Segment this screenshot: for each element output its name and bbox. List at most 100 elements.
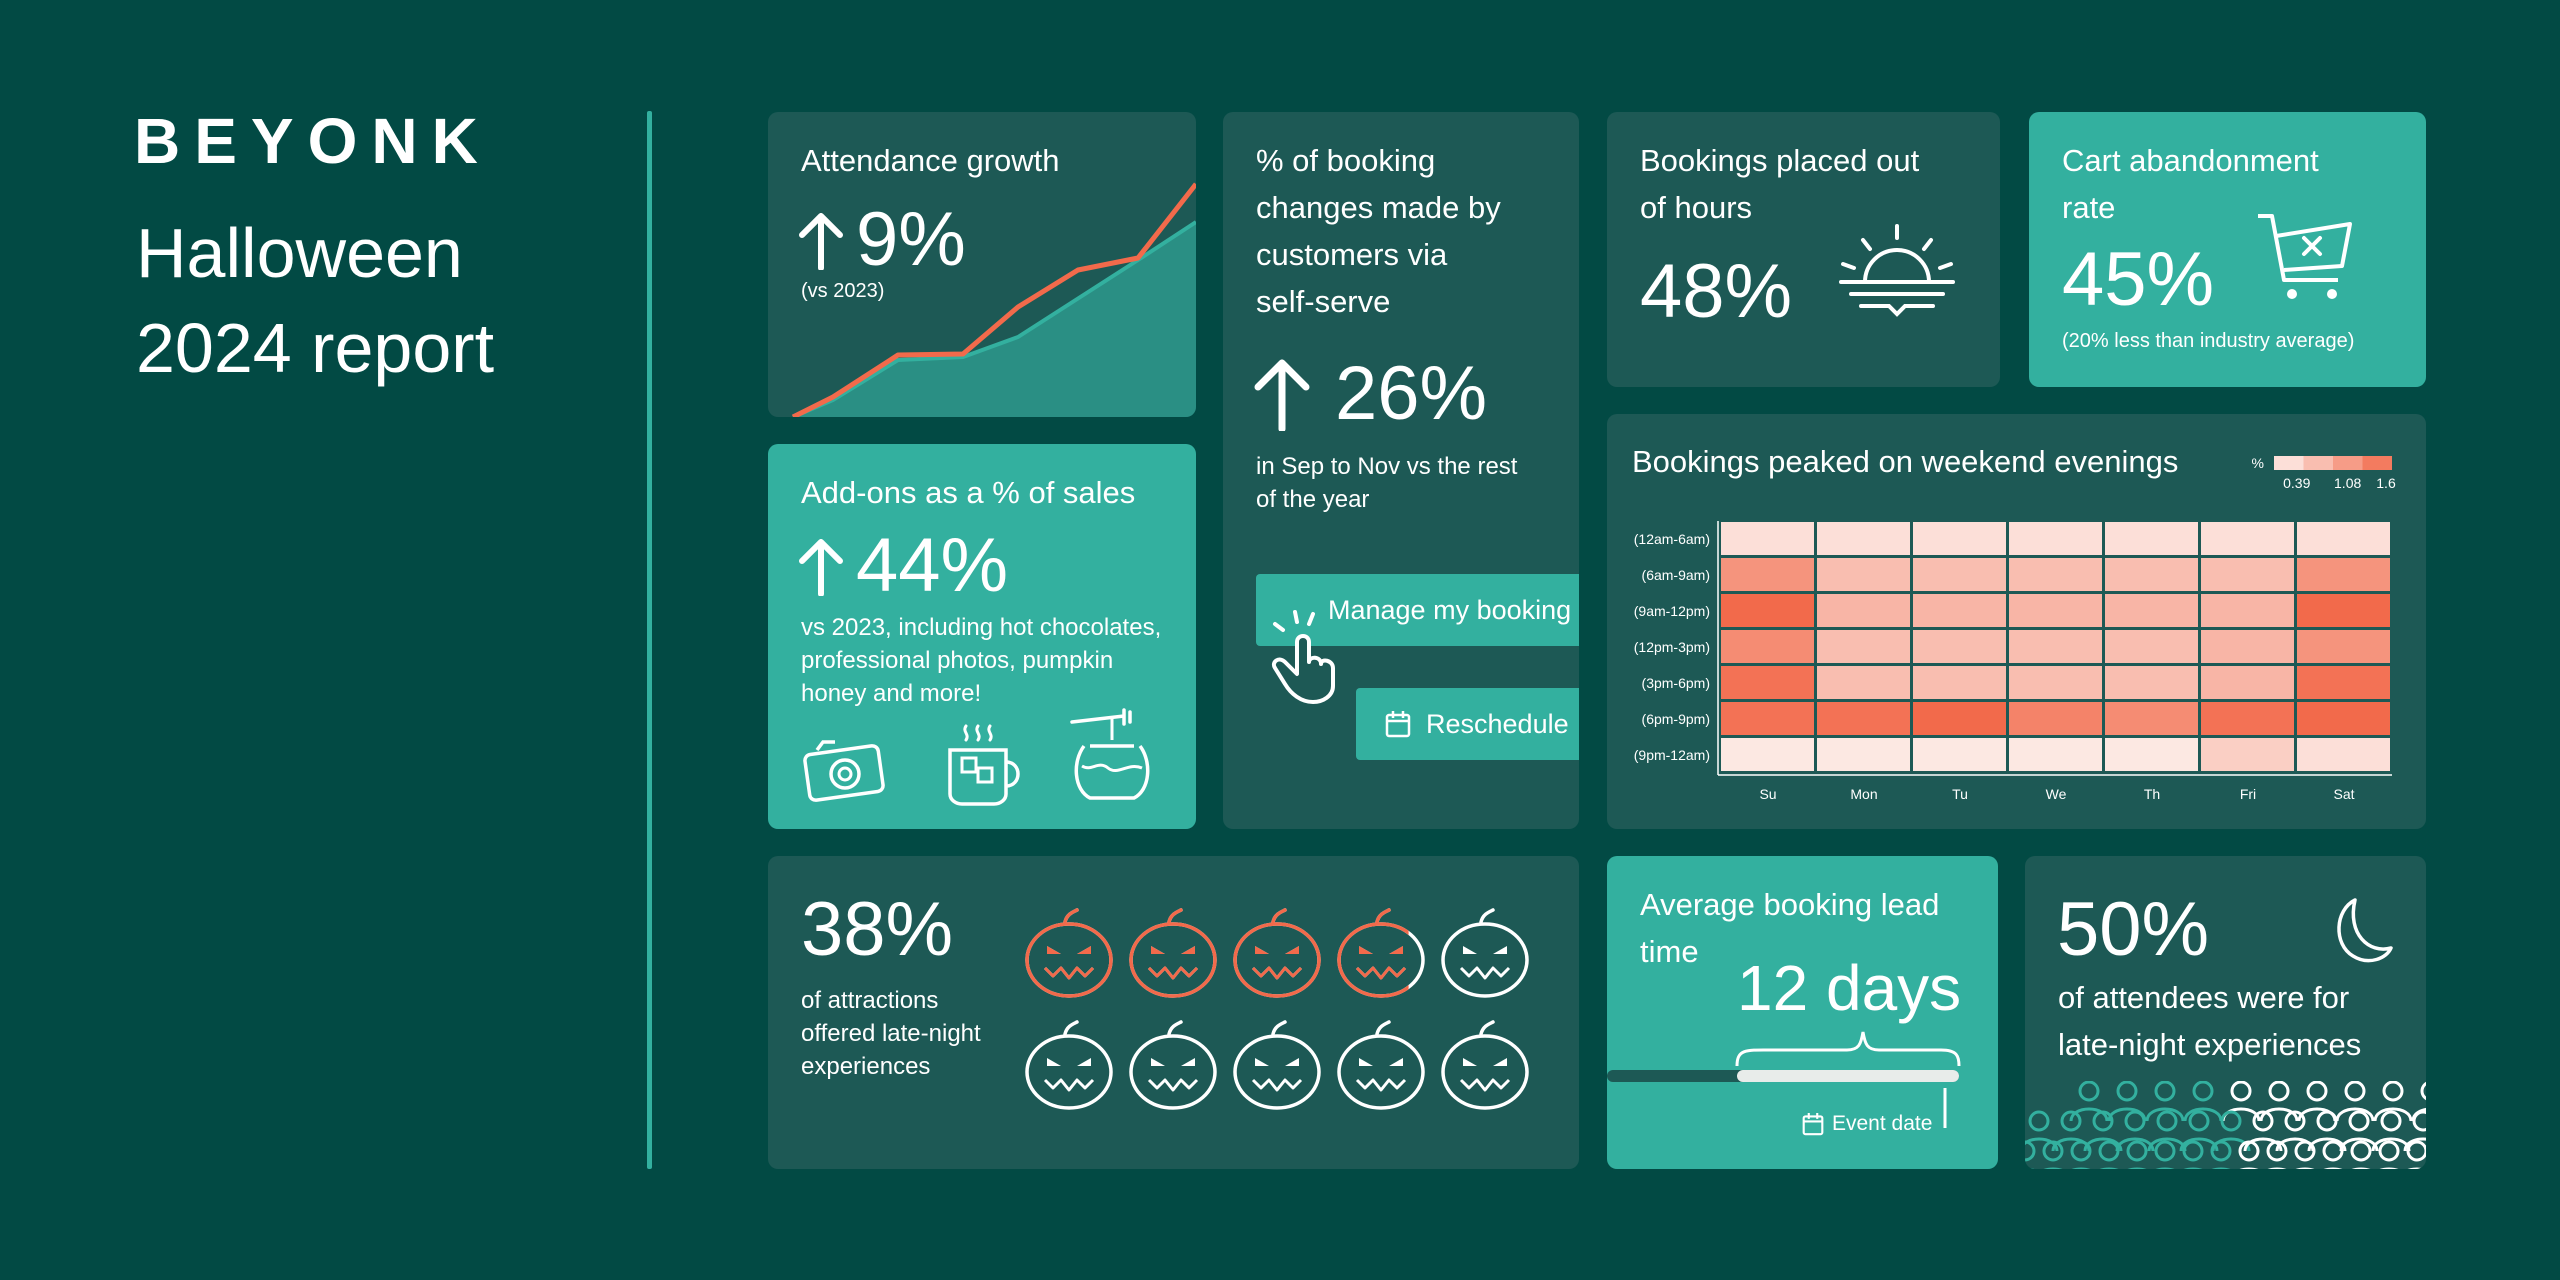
heatmap-cell xyxy=(2009,558,2102,591)
heatmap-cell xyxy=(2009,666,2102,699)
heatmap-cell xyxy=(2201,558,2294,591)
heatmap-col-label: We xyxy=(2046,786,2067,802)
heatmap-cell xyxy=(2297,702,2390,735)
legend-swatch xyxy=(2362,456,2392,470)
cart-x-icon xyxy=(2258,214,2352,299)
heatmap-cell xyxy=(2009,630,2102,663)
out-of-hours-card: Bookings placed out of hours 48% xyxy=(1607,112,2000,387)
late-night-attractions-card: 38% of attractions offered late-night ex… xyxy=(768,856,1579,1169)
heatmap-cell xyxy=(2009,738,2102,771)
booking-changes-title-line1: % of booking xyxy=(1256,143,1436,178)
heatmap-cell xyxy=(1913,630,2006,663)
reschedule-label: Reschedule xyxy=(1426,708,1569,739)
person-icon xyxy=(2406,1140,2426,1169)
attendees-note-line2: late-night experiences xyxy=(2058,1027,2362,1062)
heatmap-cell xyxy=(2105,558,2198,591)
moon-icon xyxy=(2337,898,2393,963)
person-icon xyxy=(2294,1140,2316,1169)
hot-chocolate-icon xyxy=(948,724,1020,806)
heatmap-cell xyxy=(2297,522,2390,555)
heatmap-cell xyxy=(2297,738,2390,771)
booking-changes-card: % of booking changes made by customers v… xyxy=(1223,112,1579,829)
heatmap-cell xyxy=(2201,630,2294,663)
heatmap-cell xyxy=(1721,666,1814,699)
legend-tick: 0.39 xyxy=(2283,475,2310,491)
addons-note-line2: professional photos, pumpkin xyxy=(801,647,1114,674)
booking-changes-title-line3: customers via xyxy=(1256,237,1448,272)
heatmap-cell xyxy=(1721,522,1814,555)
person-icon xyxy=(2145,1081,2185,1122)
person-icon xyxy=(2221,1081,2261,1122)
heatmap-row-label: (6pm-9pm) xyxy=(1642,711,1710,727)
person-icon xyxy=(2335,1081,2375,1122)
legend-title: % xyxy=(2252,455,2264,471)
heatmap-cell xyxy=(1817,558,1910,591)
legend-tick: 1.6 xyxy=(2376,475,2396,491)
heatmap-row-label: (12am-6am) xyxy=(1634,531,1710,547)
attractions-value: 38% xyxy=(801,887,954,972)
person-icon xyxy=(2069,1081,2109,1122)
attendance-area-2024 xyxy=(793,222,1196,417)
addons-value: 44% xyxy=(856,523,1009,608)
report-title-line2: 2024 report xyxy=(136,309,495,387)
pumpkin-pictogram xyxy=(1025,908,1529,1110)
person-icon xyxy=(2403,1110,2426,1152)
out-of-hours-title: Bookings placed out of hours xyxy=(1640,137,1919,231)
attendance-value: 9% xyxy=(856,197,966,282)
pumpkin-icon xyxy=(1025,1020,1113,1110)
person-icon xyxy=(2350,1140,2372,1169)
reschedule-button[interactable]: Reschedule xyxy=(1356,688,1579,760)
heatmap-row-label: (12pm-3pm) xyxy=(1634,639,1710,655)
brand-logo: BEYONK xyxy=(134,105,492,177)
addons-title: Add-ons as a % of sales xyxy=(801,475,1136,510)
manage-booking-button[interactable]: Manage my booking xyxy=(1256,574,1579,646)
person-icon xyxy=(2042,1140,2064,1169)
sunset-icon xyxy=(1839,224,1955,317)
addons-card: Add-ons as a % of sales 44% vs 2023, inc… xyxy=(768,444,1196,829)
hand-pointer-icon xyxy=(1272,610,1335,704)
weekend-heatmap-card: Bookings peaked on weekend evenings (12a… xyxy=(1607,414,2426,829)
heatmap-row-label: (3pm-6pm) xyxy=(1642,675,1710,691)
pumpkin-icon xyxy=(1129,908,1217,998)
attendance-growth-chart xyxy=(791,182,1196,417)
heatmap-title: Bookings peaked on weekend evenings xyxy=(1632,444,2179,479)
heatmap-col-label: Mon xyxy=(1850,786,1877,802)
heatmap-cell xyxy=(2105,666,2198,699)
heatmap-cell xyxy=(1913,666,2006,699)
heatmap-cell xyxy=(2201,738,2294,771)
addons-note-line1: vs 2023, including hot chocolates, xyxy=(801,614,1162,641)
heatmap-cell xyxy=(1721,738,1814,771)
attractions-note-line3: experiences xyxy=(801,1053,931,1080)
pumpkin-icon xyxy=(1337,908,1425,998)
heatmap-col-label: Sat xyxy=(2333,786,2354,802)
person-icon xyxy=(2183,1081,2223,1122)
person-icon xyxy=(2210,1140,2232,1169)
heatmap-cell xyxy=(2009,522,2102,555)
booking-changes-note-line1: in Sep to Nov vs the rest xyxy=(1256,453,1518,480)
person-icon xyxy=(2371,1110,2411,1152)
camera-icon xyxy=(803,740,885,802)
arrow-up-icon xyxy=(799,213,843,270)
person-icon xyxy=(2266,1140,2288,1169)
person-icon xyxy=(2126,1140,2148,1169)
lead-time-title: Average booking lead time xyxy=(1640,881,1939,975)
honey-pot-icon xyxy=(1070,708,1150,800)
heatmap-cell xyxy=(1913,702,2006,735)
heatmap-cell xyxy=(2105,522,2198,555)
report-title: Halloween 2024 report xyxy=(136,206,494,396)
lead-time-value: 12 days xyxy=(1737,952,1962,1024)
person-icon xyxy=(2373,1081,2413,1122)
addons-note-line3: honey and more! xyxy=(801,680,982,707)
attractions-note-line2: offered late-night xyxy=(801,1020,981,1047)
cart-value: 45% xyxy=(2062,237,2215,322)
booking-changes-note: in Sep to Nov vs the rest of the year xyxy=(1256,450,1517,516)
pumpkin-icon xyxy=(1337,1020,1425,1110)
person-icon xyxy=(2238,1140,2260,1169)
heatmap-col-label: Th xyxy=(2144,786,2160,802)
heatmap-row-label: (9pm-12am) xyxy=(1634,747,1710,763)
attendance-note: (vs 2023) xyxy=(801,280,885,302)
attendance-title: Attendance growth xyxy=(801,143,1060,178)
report-title-line1: Halloween xyxy=(136,214,463,292)
person-icon xyxy=(2025,1140,2036,1169)
heatmap-row-label: (9am-12pm) xyxy=(1634,603,1710,619)
